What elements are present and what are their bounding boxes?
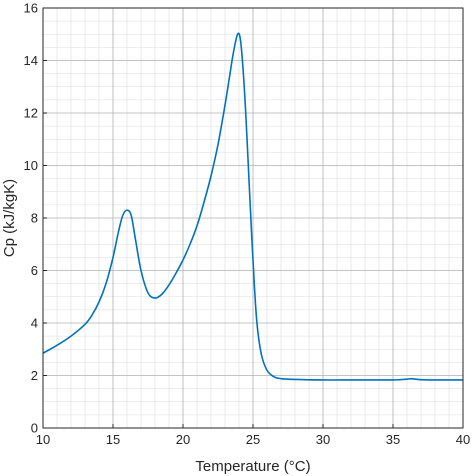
y-axis-label: Cp (kJ/kgK)	[1, 179, 18, 257]
y-tick-label: 8	[31, 211, 38, 226]
y-tick-label: 16	[24, 1, 38, 16]
y-tick-label: 14	[24, 53, 38, 68]
y-tick-label: 6	[31, 263, 38, 278]
x-tick-label: 20	[176, 432, 190, 447]
y-tick-label: 2	[31, 368, 38, 383]
y-tick-label: 0	[31, 421, 38, 436]
y-tick-label: 10	[24, 158, 38, 173]
y-axis-ticks: 0 2 4 6 8 10 12 14 16	[24, 1, 47, 436]
x-tick-label: 15	[106, 432, 120, 447]
x-tick-label: 30	[316, 432, 330, 447]
x-tick-label: 35	[386, 432, 400, 447]
series-line-0	[42, 32, 463, 381]
x-axis-ticks: 10 15 20 25 30 35 40	[36, 424, 470, 447]
x-tick-label: 40	[456, 432, 470, 447]
major-grid	[42, 7, 464, 429]
x-tick-label: 10	[36, 432, 50, 447]
series-layer	[42, 32, 463, 381]
y-tick-label: 4	[31, 316, 38, 331]
x-axis-label: Temperature (°C)	[195, 458, 310, 475]
x-tick-label: 25	[246, 432, 260, 447]
y-tick-label: 12	[24, 106, 38, 121]
